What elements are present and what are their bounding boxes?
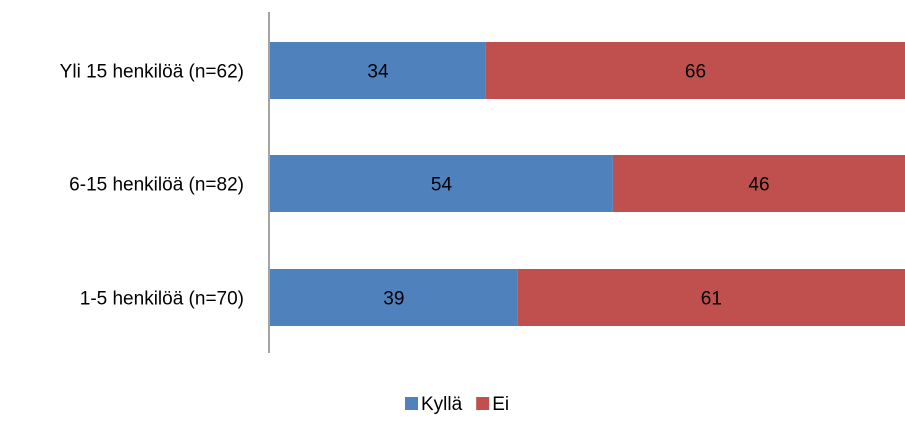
bar-kylla-2 <box>270 155 613 212</box>
data-label-kylla-3: 39 <box>383 289 404 310</box>
bar-ei-3 <box>517 269 905 326</box>
legend-swatch-kylla <box>405 397 418 410</box>
bar-ei-2 <box>612 155 905 212</box>
data-label-ei-2: 46 <box>748 175 769 196</box>
category-labels-group: Yli 15 henkilöä (n=62) 6-15 henkilöä (n=8… <box>60 62 244 310</box>
data-label-ei-1: 66 <box>685 62 706 83</box>
bars-group: 34 66 54 46 39 61 <box>270 42 905 326</box>
bar-kylla-1 <box>270 42 486 99</box>
legend: Kyllä Ei <box>405 394 509 415</box>
legend-swatch-ei <box>476 397 490 410</box>
data-label-ei-3: 61 <box>701 289 722 310</box>
legend-label-kylla: Kyllä <box>421 394 463 415</box>
category-label-1: Yli 15 henkilöä (n=62) <box>60 62 244 83</box>
data-label-kylla-2: 54 <box>431 175 453 196</box>
legend-label-ei: Ei <box>492 394 509 415</box>
category-label-3: 1-5 henkilöä (n=70) <box>80 289 244 310</box>
bar-ei-1 <box>485 42 905 99</box>
category-label-2: 6-15 henkilöä (n=82) <box>69 175 244 196</box>
data-label-kylla-1: 34 <box>367 62 389 83</box>
bar-kylla-3 <box>270 269 518 326</box>
